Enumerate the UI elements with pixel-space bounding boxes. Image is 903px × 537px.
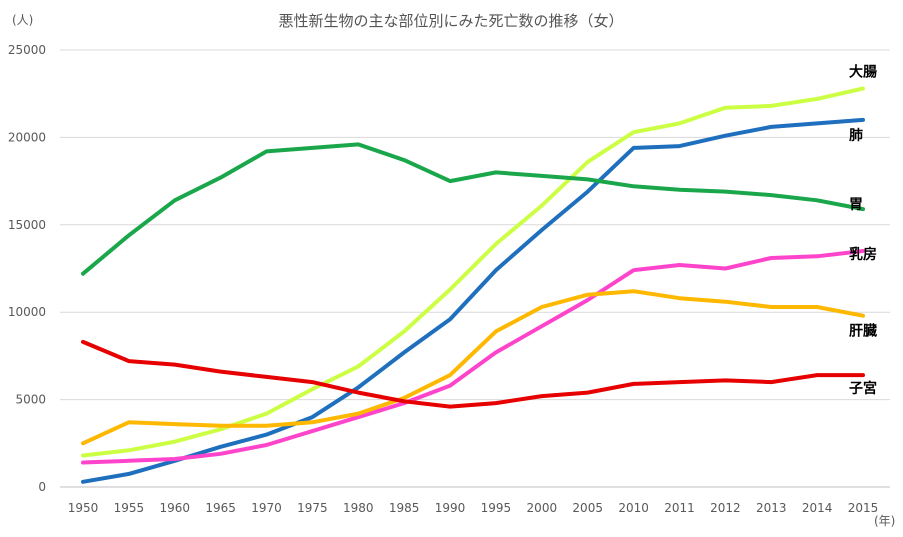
- x-tick-label: 1950: [68, 501, 99, 515]
- series-line: [81, 249, 865, 465]
- series-line: [81, 86, 865, 458]
- x-tick-label: 1975: [297, 501, 328, 515]
- x-tick-label: 2015: [848, 501, 879, 515]
- series-line: [81, 142, 865, 276]
- x-tick-label: 1970: [251, 501, 282, 515]
- y-tick-label: 5000: [15, 393, 46, 407]
- x-tick-label: 1985: [389, 501, 420, 515]
- y-tick-label: 15000: [8, 218, 46, 232]
- x-tick-label: 2014: [802, 501, 833, 515]
- x-tick-label: 2000: [527, 501, 558, 515]
- x-axis-ticks: 1950 1955 1960 1965 1970 1975 1980 1985 1990 1995…: [68, 501, 879, 515]
- x-tick-label: 2010: [618, 501, 649, 515]
- x-tick-label: 1990: [435, 501, 466, 515]
- series-label: 子宮: [849, 380, 877, 397]
- series-label: 肺: [849, 128, 863, 144]
- y-tick-label: 10000: [8, 305, 46, 319]
- x-tick-label: 1965: [205, 501, 236, 515]
- series-label: 胃: [849, 197, 863, 213]
- y-axis-unit: (人): [12, 13, 33, 27]
- x-tick-label: 1960: [159, 501, 190, 515]
- y-axis-ticks: 0 5000 10000 15000 20000 25000: [8, 43, 46, 494]
- x-tick-label: 1955: [114, 501, 145, 515]
- x-tick-label: 2012: [710, 501, 741, 515]
- x-tick-label: 1980: [343, 501, 374, 515]
- series-label: 乳房: [849, 246, 877, 263]
- x-axis-unit: (年): [874, 514, 895, 528]
- series-line: [81, 117, 865, 484]
- x-tick-label: 2013: [756, 501, 787, 515]
- series-line: [81, 289, 865, 446]
- series-label: 大腸: [849, 63, 877, 80]
- gridlines: [60, 49, 890, 488]
- x-tick-label: 2011: [664, 501, 695, 515]
- y-tick-label: 25000: [8, 43, 46, 57]
- series-lines: [81, 86, 865, 484]
- y-tick-label: 20000: [8, 130, 46, 144]
- x-tick-label: 1995: [481, 501, 512, 515]
- chart-title: 悪性新生物の主な部位別にみた死亡数の推移（女）: [278, 12, 623, 30]
- y-tick-label: 0: [38, 480, 46, 494]
- x-tick-label: 2005: [572, 501, 603, 515]
- series-line: [81, 339, 865, 409]
- series-label: 肝臓: [849, 323, 877, 340]
